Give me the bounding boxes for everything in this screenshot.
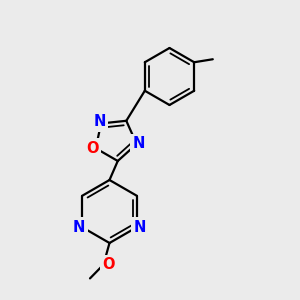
Text: N: N: [93, 114, 106, 129]
Text: O: O: [103, 257, 115, 272]
Text: N: N: [134, 220, 146, 235]
Text: N: N: [133, 136, 145, 152]
Text: N: N: [73, 220, 85, 235]
Text: O: O: [86, 141, 99, 156]
